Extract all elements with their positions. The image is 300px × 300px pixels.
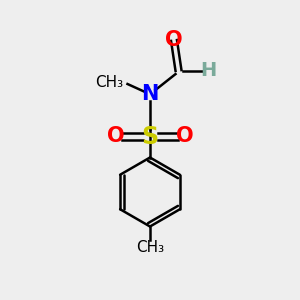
Text: O: O [165,31,183,50]
Text: O: O [176,127,193,146]
Text: N: N [141,85,159,104]
Text: CH₃: CH₃ [136,240,164,255]
Text: O: O [107,127,124,146]
Text: H: H [200,61,217,80]
Text: S: S [141,124,159,148]
Text: CH₃: CH₃ [95,75,124,90]
